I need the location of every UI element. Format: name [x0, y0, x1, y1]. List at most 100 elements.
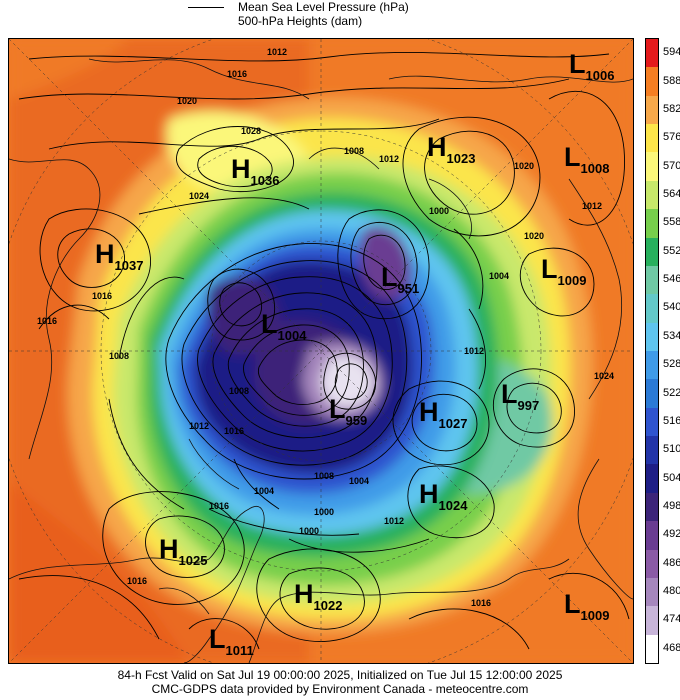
- isobar-label: 1012: [267, 47, 287, 57]
- isobar-label: 1000: [314, 507, 334, 517]
- isobar-label: 1024: [594, 371, 614, 381]
- isobar-label: 1028: [241, 126, 261, 136]
- colorbar-swatch: [646, 124, 658, 153]
- high-pressure-center: H1036: [231, 154, 279, 188]
- colorbar-label: 546: [663, 273, 680, 286]
- isobar-label: 1016: [209, 501, 229, 511]
- colorbar-label: 588: [663, 74, 680, 87]
- colorbar-label: 498: [663, 500, 680, 512]
- low-pressure-center: L1009: [564, 589, 609, 623]
- data-credit-text: CMC-GDPS data provided by Environment Ca…: [151, 682, 529, 696]
- isobar-label: 1016: [471, 598, 491, 608]
- colorbar-label: 510: [663, 443, 680, 456]
- pressure-center-value: 1037: [114, 258, 144, 273]
- colorbar-swatch: [646, 606, 658, 636]
- low-pressure-center: L1011: [209, 624, 254, 658]
- colorbar-swatch: [646, 180, 658, 210]
- isobar-contours: [18, 52, 630, 650]
- pressure-center-value: 1025: [178, 553, 208, 568]
- pressure-center-value: 1009: [557, 273, 587, 288]
- colorbar-swatch: [646, 464, 658, 494]
- colorbar-label: 534: [663, 329, 680, 342]
- isobar-label: 1020: [524, 231, 544, 241]
- colorbar-swatch: [646, 521, 658, 551]
- colorbar-label: 474: [663, 613, 680, 626]
- colorbar-swatch: [646, 152, 658, 182]
- pressure-center-value: 1022: [313, 598, 343, 613]
- colorbar-label: 480: [663, 585, 680, 598]
- high-pressure-center: H1025: [159, 534, 207, 568]
- isobar-label: 1016: [127, 576, 147, 586]
- low-pressure-center: L959: [329, 394, 367, 428]
- pressure-center-letter: L: [569, 49, 586, 79]
- colorbar-swatch: [646, 209, 658, 239]
- pressure-center-letter: L: [564, 589, 581, 619]
- map-footer: 84-h Fcst Valid on Sat Jul 19 00:00:00 2…: [0, 668, 680, 696]
- isobar-label: 1008: [109, 351, 129, 361]
- pressure-center-letter: H: [419, 479, 439, 509]
- colorbar-swatch: [646, 634, 658, 664]
- colorbar-label: 594: [663, 46, 680, 59]
- colorbar-swatch: [646, 492, 658, 522]
- colorbar-swatch: [646, 95, 658, 125]
- colorbar-label: 582: [663, 102, 680, 115]
- colorbar-label: 528: [663, 358, 680, 371]
- colorbar-label: 552: [663, 244, 680, 257]
- pressure-center-letter: H: [231, 154, 251, 184]
- pressure-center-letter: L: [209, 624, 226, 654]
- colorbar-swatch: [646, 436, 658, 465]
- low-pressure-center: L951: [381, 262, 419, 296]
- legend-row-heights: 500-hPa Heights (dam): [238, 14, 362, 28]
- low-pressure-center: L1009: [541, 254, 586, 288]
- pressure-center-letter: H: [95, 239, 115, 269]
- colorbar-swatch: [646, 294, 658, 324]
- pressure-center-letter: L: [501, 379, 518, 409]
- isobar-label: 1016: [92, 291, 112, 301]
- high-pressure-center: H1022: [294, 579, 342, 613]
- colorbar-label: 522: [663, 386, 680, 399]
- pressure-center-value: 1009: [580, 608, 610, 623]
- isobar-label: 1008: [344, 146, 364, 156]
- isobar-label: 1012: [384, 516, 404, 526]
- colorbar-swatch: [646, 237, 658, 267]
- pressure-center-value: 1027: [438, 416, 468, 431]
- pressure-center-letter: L: [541, 254, 558, 284]
- legend-mslp-label: Mean Sea Level Pressure (hPa): [238, 0, 409, 14]
- isobar-label: 1012: [379, 154, 399, 164]
- colorbar-swatch: [646, 379, 658, 409]
- isobar-label: 1012: [464, 346, 484, 356]
- isobar-label: 1016: [227, 69, 247, 79]
- high-pressure-center: H1024: [419, 479, 467, 513]
- pressure-center-letter: H: [427, 132, 447, 162]
- height-colorbar: [645, 38, 659, 664]
- low-pressure-center: L1008: [564, 142, 609, 176]
- colorbar-swatch: [646, 39, 658, 68]
- low-pressure-center: L1004: [261, 309, 306, 343]
- colorbar-swatch: [646, 549, 658, 579]
- colorbar-label: 576: [663, 131, 680, 144]
- isobar-label: 1016: [224, 426, 244, 436]
- high-pressure-center: H1027: [419, 397, 467, 431]
- weather-map: 1012 1016 1020 1028 1024 1008 1012 1020 1012 1004…: [8, 38, 634, 664]
- pressure-center-value: 1008: [580, 161, 610, 176]
- map-canvas: 1012 1016 1020 1028 1024 1008 1012 1020 1012 1004…: [9, 39, 633, 663]
- pressure-center-letter: L: [329, 394, 346, 424]
- isobar-label: 1000: [429, 206, 449, 216]
- forecast-validity-text: 84-h Fcst Valid on Sat Jul 19 00:00:00 2…: [117, 668, 563, 682]
- isobar-label: 1000: [299, 526, 319, 536]
- colorbar-label: 564: [663, 188, 680, 200]
- pressure-center-value: 1036: [250, 173, 280, 188]
- low-pressure-center: L1006: [569, 49, 614, 83]
- contour-labels: 1012 1016 1020 1028 1024 1008 1012 1020 1012 1004…: [37, 47, 614, 608]
- colorbar-label: 558: [663, 216, 680, 229]
- colorbar-swatch: [646, 577, 658, 607]
- pressure-center-value: 1006: [585, 68, 615, 83]
- pressure-center-value: 1024: [438, 498, 468, 513]
- colorbar-label: 504: [663, 471, 680, 484]
- colorbar-swatch: [646, 322, 658, 352]
- isobar-label: 1020: [177, 96, 197, 106]
- colorbar-swatch: [646, 407, 658, 437]
- isobar-label: 1012: [582, 201, 602, 211]
- high-pressure-center: H1037: [95, 239, 143, 273]
- colorbar-label: 468: [663, 641, 680, 654]
